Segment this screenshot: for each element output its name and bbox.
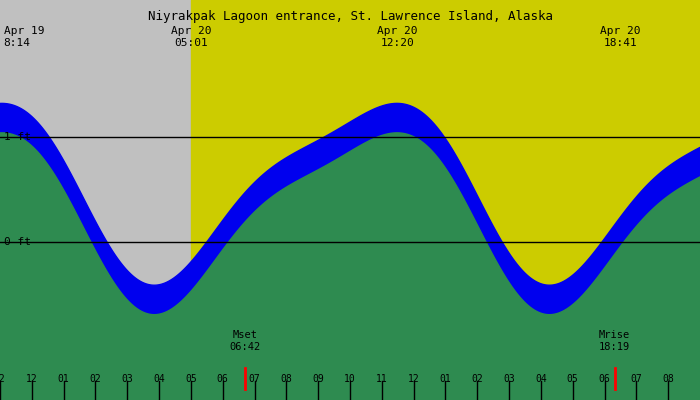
Text: 07: 07 bbox=[248, 374, 260, 384]
Text: 12: 12 bbox=[0, 374, 6, 384]
Text: 03: 03 bbox=[503, 374, 515, 384]
Text: 09: 09 bbox=[312, 374, 324, 384]
Text: 04: 04 bbox=[535, 374, 547, 384]
Text: 06: 06 bbox=[598, 374, 610, 384]
Text: 03: 03 bbox=[121, 374, 133, 384]
Text: Apr 20
18:41: Apr 20 18:41 bbox=[600, 26, 640, 48]
Text: 11: 11 bbox=[376, 374, 388, 384]
Text: Niyrakpak Lagoon entrance, St. Lawrence Island, Alaska: Niyrakpak Lagoon entrance, St. Lawrence … bbox=[148, 10, 552, 23]
Text: 02: 02 bbox=[471, 374, 483, 384]
Text: Mset
06:42: Mset 06:42 bbox=[230, 330, 260, 352]
Text: 10: 10 bbox=[344, 374, 356, 384]
Text: 08: 08 bbox=[662, 374, 674, 384]
Text: 1 ft: 1 ft bbox=[4, 132, 31, 142]
Text: 05: 05 bbox=[567, 374, 579, 384]
Text: 02: 02 bbox=[90, 374, 102, 384]
Text: Apr 20
05:01: Apr 20 05:01 bbox=[172, 26, 211, 48]
Text: 08: 08 bbox=[281, 374, 292, 384]
Text: 06: 06 bbox=[217, 374, 229, 384]
Text: Apr 19
8:14: Apr 19 8:14 bbox=[4, 26, 44, 48]
Text: 0 ft: 0 ft bbox=[4, 237, 31, 247]
Text: 04: 04 bbox=[153, 374, 165, 384]
Text: 12: 12 bbox=[408, 374, 419, 384]
Text: 12: 12 bbox=[26, 374, 38, 384]
Text: 01: 01 bbox=[440, 374, 452, 384]
Text: 01: 01 bbox=[58, 374, 69, 384]
Text: 05: 05 bbox=[185, 374, 197, 384]
Text: 07: 07 bbox=[631, 374, 642, 384]
Text: Apr 20
12:20: Apr 20 12:20 bbox=[377, 26, 418, 48]
Text: Mrise
18:19: Mrise 18:19 bbox=[599, 330, 630, 352]
